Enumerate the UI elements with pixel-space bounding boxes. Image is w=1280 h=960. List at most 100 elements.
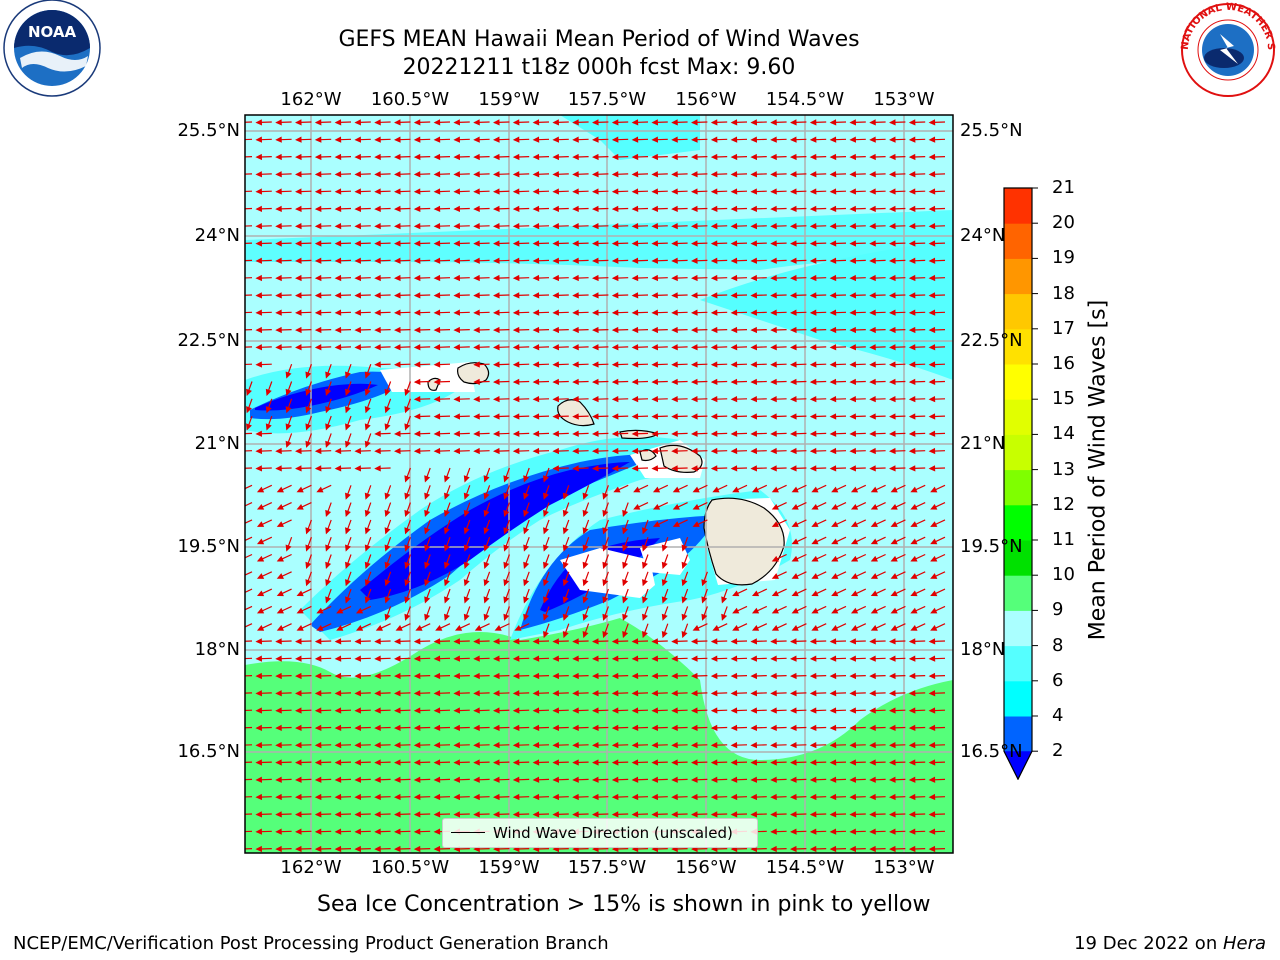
wind-arrow-head [413,447,421,455]
wind-arrow-head [908,413,916,420]
wind-arrow [385,519,392,534]
wind-arrow [910,415,926,418]
wind-arrow [830,761,847,764]
wind-arrow [890,761,906,764]
wind-arrow-head [255,361,263,368]
wind-arrow [355,467,371,470]
wind-arrow [712,346,728,349]
wind-arrow-head [869,292,876,299]
wind-arrow [622,536,629,551]
wind-arrow [851,484,867,493]
wind-arrow-head [889,119,896,126]
wind-arrow [464,467,471,482]
wind-arrow [335,830,352,833]
wind-arrow [286,415,293,430]
wind-arrow-head [325,423,332,431]
wind-arrow [702,606,708,620]
wind-arrow-head [908,655,916,662]
wind-arrow-head [453,257,461,264]
wind-arrow [929,848,946,850]
wind-arrow-head [354,223,362,230]
wind-arrow-head [790,136,797,143]
wind-arrow [553,138,569,141]
wind-arrow [652,363,668,366]
wind-arrow [890,329,906,331]
wind-arrow [812,588,827,596]
wind-arrow [603,502,609,516]
wind-arrow [929,640,946,643]
wind-arrow-head [829,292,837,299]
wind-arrow [434,138,451,141]
wind-arrow [632,156,649,158]
wind-arrow-head [730,742,738,749]
wind-arrow-head [325,544,332,552]
wind-arrow-head [750,171,758,178]
wind-arrow [573,121,589,124]
wind-arrow [256,726,272,729]
wind-arrow [632,640,649,643]
wind-arrow [812,536,827,545]
wind-arrow [573,242,589,245]
wind-arrow-head [572,188,579,195]
wind-arrow [910,311,926,314]
wind-arrow [454,450,470,452]
wind-arrow [297,502,312,510]
wind-arrow-head [930,503,938,510]
wind-arrow-head [829,257,837,264]
wind-arrow-head [849,742,857,749]
wind-arrow [890,848,906,850]
colorbar-segment [1004,364,1032,400]
wind-arrow [277,519,292,527]
wind-arrow [296,709,312,712]
wind-arrow-head [790,430,797,437]
wind-arrow [573,156,589,158]
wind-arrow [870,329,886,331]
colorbar-tick-label: 2 [1052,740,1064,762]
wind-arrow [424,571,431,586]
wind-arrow-head [354,465,362,472]
wind-arrow [543,519,550,534]
wind-arrow-head [809,119,817,126]
wind-arrow-head [552,274,560,282]
wind-arrow [593,121,609,124]
wind-arrow [721,588,728,603]
wind-arrow [751,225,767,227]
wind-arrow-head [889,396,896,403]
wind-arrow-head [631,223,639,230]
wind-arrow [751,121,767,124]
wind-arrow-head [404,527,411,535]
wind-arrow [712,277,728,279]
wind-arrow [890,121,906,124]
wind-arrow [297,588,312,596]
wind-arrow [593,311,609,314]
branch-credit: NCEP/EMC/Verification Post Processing Pr… [13,933,609,954]
wind-arrow-head [523,527,530,535]
wind-arrow-head [532,724,540,731]
wind-arrow [662,571,669,586]
wind-arrow-head [790,257,797,264]
wind-arrow [464,588,471,603]
wind-arrow-head [552,465,560,472]
wind-arrow [474,173,490,176]
lat-tick-label-right: 19.5°N [960,536,1023,557]
wind-arrow-head [631,430,639,437]
wind-arrow-head [592,690,599,697]
wind-arrow [375,277,391,279]
wind-arrow-head [404,423,411,431]
wind-arrow [415,138,431,141]
wind-arrow [484,467,491,482]
wind-arrow [870,380,886,383]
wind-arrow [355,726,371,729]
wind-arrow-head [829,655,837,662]
wind-arrow-head [493,257,500,264]
wind-arrow [335,657,352,660]
wind-arrow [474,121,490,124]
wind-arrow [415,121,431,124]
wind-arrow [454,761,470,764]
wind-arrow-head [255,707,263,714]
wind-arrow [375,657,391,660]
wind-arrow [910,830,926,833]
wind-arrow [603,519,609,534]
wind-arrow [682,536,689,551]
wind-arrow [751,726,767,729]
